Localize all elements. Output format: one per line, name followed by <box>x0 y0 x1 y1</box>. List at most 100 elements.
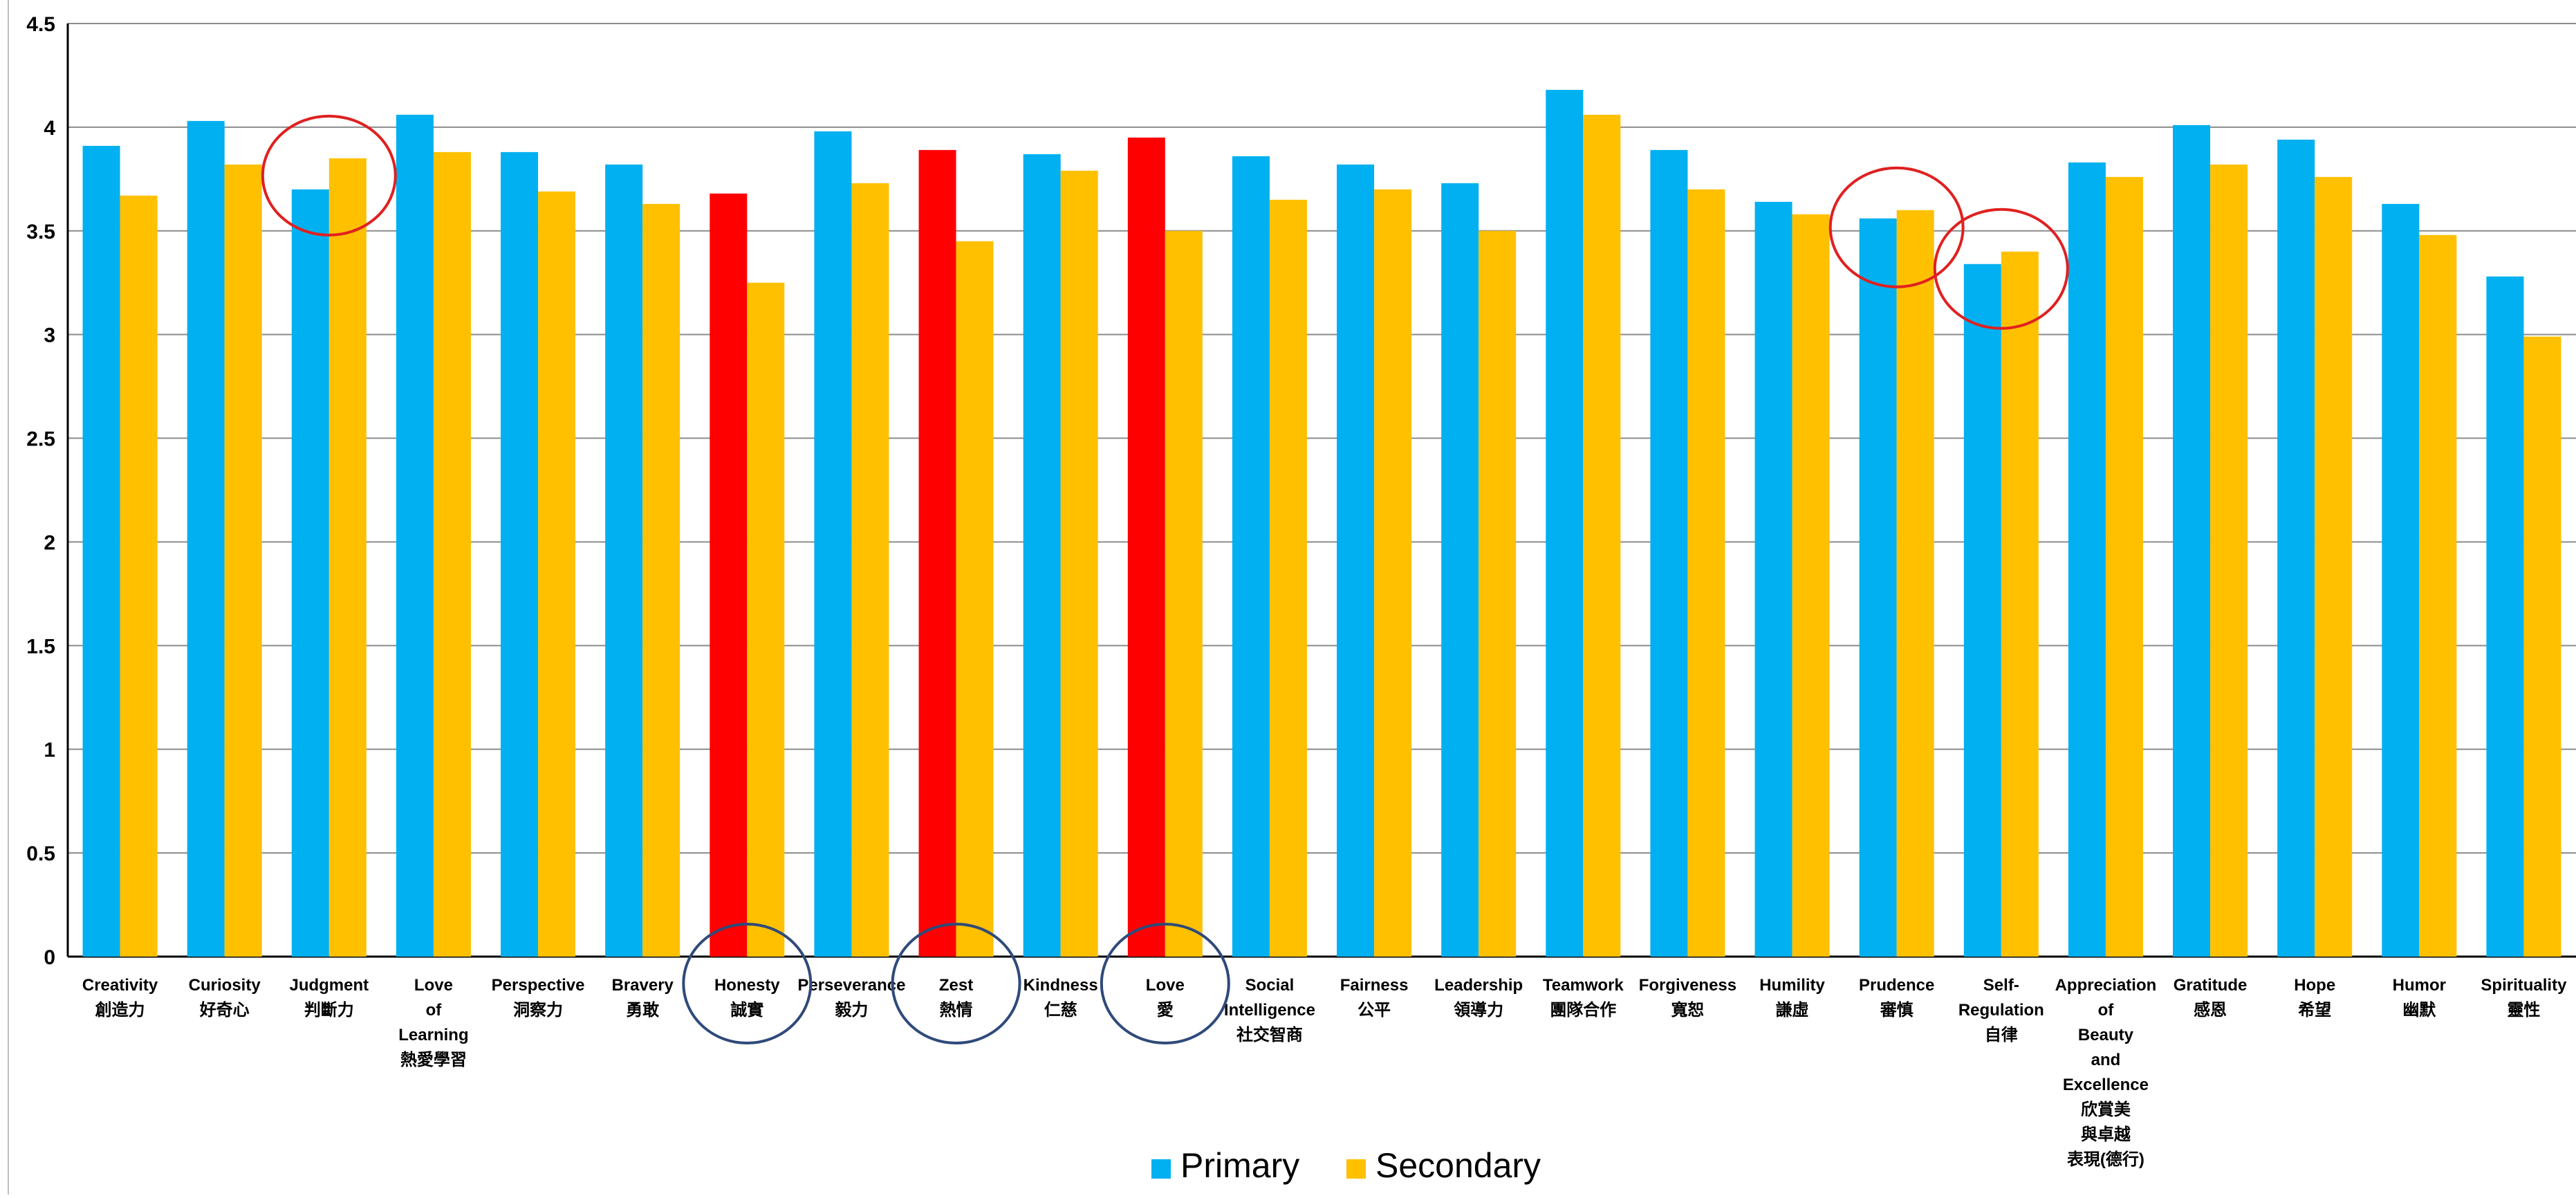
bar-secondary-love <box>1165 230 1203 957</box>
x-category-label: 誠實 <box>730 1000 763 1020</box>
annotation-circle-zest <box>891 923 1021 1044</box>
bar-primary-spirituality <box>2486 276 2524 957</box>
bar-secondary-prudence <box>1896 210 1934 957</box>
axis-layer: 0 0.5 1 1.5 2 2.5 3 3.5 4 4.5 <box>8 0 69 1195</box>
x-category-label: Leadership <box>1434 976 1523 995</box>
bar-primary-forgiveness <box>1650 149 1688 957</box>
bar-secondary-spirituality <box>2523 336 2561 957</box>
bar-primary-appreciation-of-beauty-and-excellence <box>2068 162 2106 957</box>
x-category-label: and <box>2091 1051 2121 1069</box>
x-category-label: 欣賞美 <box>2081 1100 2131 1119</box>
x-category-label: 謙虛 <box>1776 1001 1809 1020</box>
x-category-label: 熱情 <box>940 1001 973 1020</box>
x-category-label: 仁慈 <box>1044 1000 1077 1020</box>
bar-secondary-fairness <box>1374 189 1412 957</box>
x-category-label: Kindness <box>1023 976 1098 995</box>
bar-primary-curiosity <box>187 120 225 957</box>
bar-primary-humor <box>2382 203 2420 957</box>
bar-primary-self-regulation <box>1963 264 2001 957</box>
x-category-label: Regulation <box>1958 1001 2044 1020</box>
bar-secondary-love-of-learning <box>433 151 471 957</box>
annotation-circle-self-regulation <box>1933 208 2069 330</box>
x-category-label: 感恩 <box>2194 1000 2227 1020</box>
x-category-label: Hope <box>2294 976 2335 995</box>
annotation-circle-love <box>1100 923 1230 1044</box>
x-category-label: Social <box>1245 976 1295 995</box>
bar-secondary-perspective <box>538 191 576 957</box>
bar-secondary-honesty <box>747 282 785 957</box>
x-category-label: 創造力 <box>95 1001 145 1020</box>
bar-primary-perspective <box>501 151 539 957</box>
bar-secondary-leadership <box>1479 230 1517 957</box>
x-category-label: 勇敢 <box>626 1000 660 1020</box>
x-category-label: Love <box>1146 976 1185 995</box>
legend-label-primary: Primary <box>1180 1146 1299 1185</box>
bar-primary-social-intelligence <box>1232 156 1270 957</box>
legend: Primary Secondary <box>1151 1146 1541 1185</box>
bar-secondary-self-regulation <box>2001 251 2039 957</box>
x-category-label: 團隊合作 <box>1550 1000 1616 1020</box>
x-category-label: Zest <box>939 976 973 995</box>
bar-primary-hope <box>2277 139 2315 957</box>
x-category-label: 寬恕 <box>1671 1000 1704 1020</box>
annotation-circle-honesty <box>682 923 813 1044</box>
bar-secondary-gratitude <box>2210 164 2248 957</box>
bar-primary-teamwork <box>1546 89 1584 957</box>
legend-swatch-secondary <box>1346 1159 1366 1179</box>
x-category-label: 與卓越 <box>2081 1125 2131 1144</box>
bar-primary-love <box>1127 137 1165 957</box>
y-tick-label: 1 <box>44 739 55 762</box>
bar-primary-kindness <box>1023 154 1061 957</box>
x-category-label: 公平 <box>1358 1001 1391 1020</box>
bar-secondary-zest <box>956 241 994 957</box>
category-labels: Creativity 創造力 Curiosity 好奇心 Judgment 判斷力 Love… <box>82 976 2567 1169</box>
bar-primary-judgment <box>291 189 329 957</box>
bar-primary-prudence <box>1859 218 1897 957</box>
bar-primary-humility <box>1754 201 1792 957</box>
y-tick-label: 3.5 <box>26 221 55 243</box>
bar-primary-honesty <box>710 193 748 957</box>
x-category-label: Perspective <box>492 976 585 995</box>
y-tick-label: 4.5 <box>26 13 55 36</box>
x-category-label: Appreciation <box>2055 976 2157 995</box>
x-category-label: 自律 <box>1985 1025 2018 1044</box>
bar-primary-fairness <box>1337 164 1375 957</box>
annotation-circle-prudence <box>1828 166 1965 288</box>
grid-layer <box>68 23 2576 958</box>
bar-primary-leadership <box>1441 183 1479 957</box>
bar-primary-perseverance <box>814 131 852 957</box>
x-category-label: Love <box>414 976 453 995</box>
legend-label-secondary: Secondary <box>1375 1146 1541 1185</box>
bar-primary-gratitude <box>2173 125 2211 957</box>
y-tick-label: 0.5 <box>26 842 55 865</box>
bar-secondary-kindness <box>1060 170 1098 957</box>
bar-secondary-perseverance <box>851 183 889 957</box>
x-category-label: Creativity <box>82 976 158 995</box>
x-category-label: 社交智商 <box>1236 1025 1303 1044</box>
x-category-label: Forgiveness <box>1639 976 1736 995</box>
annotation-circles <box>261 114 2069 1044</box>
y-tick-label: 0 <box>44 946 55 969</box>
x-category-label: 審慎 <box>1880 1000 1914 1020</box>
x-category-label: Honesty <box>714 976 780 995</box>
x-category-label: Bravery <box>611 976 674 995</box>
bar-secondary-humility <box>1792 214 1830 957</box>
y-tick-label: 1.5 <box>26 635 55 658</box>
bars-layer <box>82 89 2561 957</box>
x-category-label: 幽默 <box>2402 1001 2436 1020</box>
x-category-label: 毅力 <box>834 1000 868 1020</box>
bar-secondary-teamwork <box>1583 114 1621 957</box>
x-category-label: Prudence <box>1859 976 1934 995</box>
x-category-label: Humility <box>1759 976 1825 995</box>
bar-secondary-forgiveness <box>1687 189 1725 957</box>
x-category-label: 熱愛學習 <box>400 1051 467 1069</box>
x-category-label: of <box>2098 1001 2115 1020</box>
annotation-circle-judgment <box>261 114 397 237</box>
y-tick-label: 2 <box>44 531 55 554</box>
x-category-label: 領導力 <box>1454 1000 1503 1020</box>
x-category-label: 希望 <box>2298 1000 2331 1020</box>
x-category-label: 靈性 <box>2507 1001 2540 1020</box>
x-category-label: Learning <box>398 1026 468 1044</box>
